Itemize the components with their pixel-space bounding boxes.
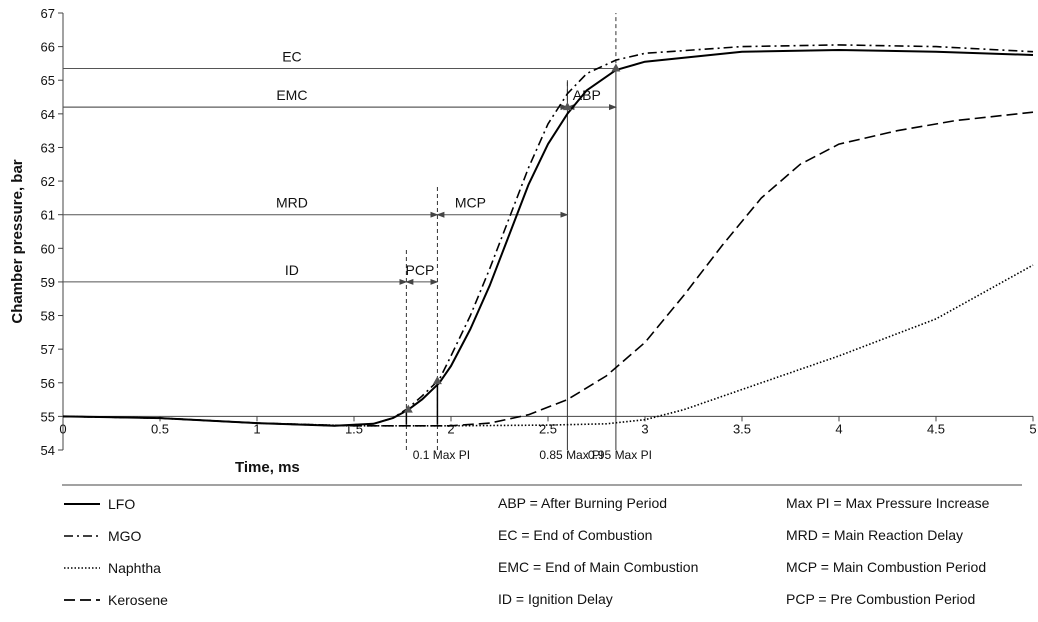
- abbr-max-pi: Max PI = Max Pressure Increase: [786, 495, 990, 511]
- max-pi-annotation: 0.95 Max PI: [588, 448, 652, 462]
- y-tick-label: 57: [41, 342, 55, 357]
- y-tick-label: 63: [41, 140, 55, 155]
- abbr-abp: ABP = After Burning Period: [498, 495, 668, 511]
- y-tick-label: 62: [41, 174, 55, 189]
- triangle-marker: [562, 102, 572, 111]
- y-tick-label: 56: [41, 376, 55, 391]
- series-line-mgo: [62, 44, 1034, 427]
- legend-swatch-solid: [62, 499, 102, 509]
- max-pi-annotation: 0.85 Max PI: [539, 448, 603, 462]
- y-tick-label: 61: [41, 208, 55, 223]
- legend-item-naphtha: Naphtha: [62, 557, 161, 579]
- abbr-ec: EC = End of Combustion: [498, 527, 653, 543]
- legend-label: Naphtha: [108, 560, 161, 576]
- interval-label: MRD: [276, 195, 308, 211]
- x-tick-label: 0: [59, 421, 66, 436]
- abbr-mcp: MCP = Main Combustion Period: [786, 559, 987, 575]
- x-tick-label: 2: [447, 421, 454, 436]
- interval-label: MCP: [455, 195, 486, 211]
- triangle-marker: [432, 376, 442, 385]
- triangle-marker: [403, 404, 413, 413]
- interval-label: EMC: [276, 87, 307, 103]
- series-line-naphtha: [62, 264, 1034, 427]
- y-tick-label: 67: [41, 6, 55, 21]
- abbr-pcp: PCP = Pre Combustion Period: [786, 591, 976, 607]
- legend-swatch-dotted: [62, 563, 102, 573]
- y-tick-label: 60: [41, 241, 55, 256]
- abbr-id: ID = Ignition Delay: [498, 591, 613, 607]
- abbr-mrd: MRD = Main Reaction Delay: [786, 527, 964, 543]
- legend-item-kerosene: Kerosene: [62, 589, 168, 611]
- max-pi-annotation: 0.1 Max PI: [413, 448, 470, 462]
- x-tick-label: 4.5: [927, 421, 945, 436]
- legend-swatch-dashdot: [62, 531, 102, 541]
- x-tick-label: 3: [641, 421, 648, 436]
- x-tick-label: 3.5: [733, 421, 751, 436]
- x-axis-label: Time, ms: [235, 459, 300, 476]
- series-line-kerosene: [62, 111, 1034, 427]
- x-tick-label: 5: [1029, 421, 1036, 436]
- interval-label: EC: [282, 48, 301, 64]
- legend-area: LFO MGO Naphtha Kerosene ABP = After Bur…: [62, 487, 1030, 617]
- x-tick-label: 0.5: [151, 421, 169, 436]
- legend-item-lfo: LFO: [62, 493, 135, 515]
- legend-label: MGO: [108, 528, 142, 544]
- y-tick-label: 54: [41, 443, 55, 458]
- x-tick-label: 4: [835, 421, 842, 436]
- triangle-marker: [611, 63, 621, 72]
- x-tick-label: 1: [253, 421, 260, 436]
- x-tick-label: 2.5: [539, 421, 557, 436]
- y-tick-label: 55: [41, 409, 55, 424]
- series-line-lfo: [62, 49, 1034, 427]
- legend-swatch-dashed: [62, 595, 102, 605]
- y-tick-label: 59: [41, 275, 55, 290]
- interval-label: ID: [285, 262, 299, 278]
- y-tick-label: 66: [41, 40, 55, 55]
- abbr-emc: EMC = End of Main Combustion: [498, 559, 699, 575]
- y-tick-label: 58: [41, 309, 55, 324]
- y-tick-label: 64: [41, 107, 55, 122]
- legend-item-mgo: MGO: [62, 525, 141, 547]
- y-tick-label: 65: [41, 73, 55, 88]
- y-axis-label: Chamber pressure, bar: [9, 159, 26, 323]
- interval-label: PCP: [406, 262, 435, 278]
- legend-label: LFO: [108, 496, 136, 512]
- legend-label: Kerosene: [108, 592, 168, 608]
